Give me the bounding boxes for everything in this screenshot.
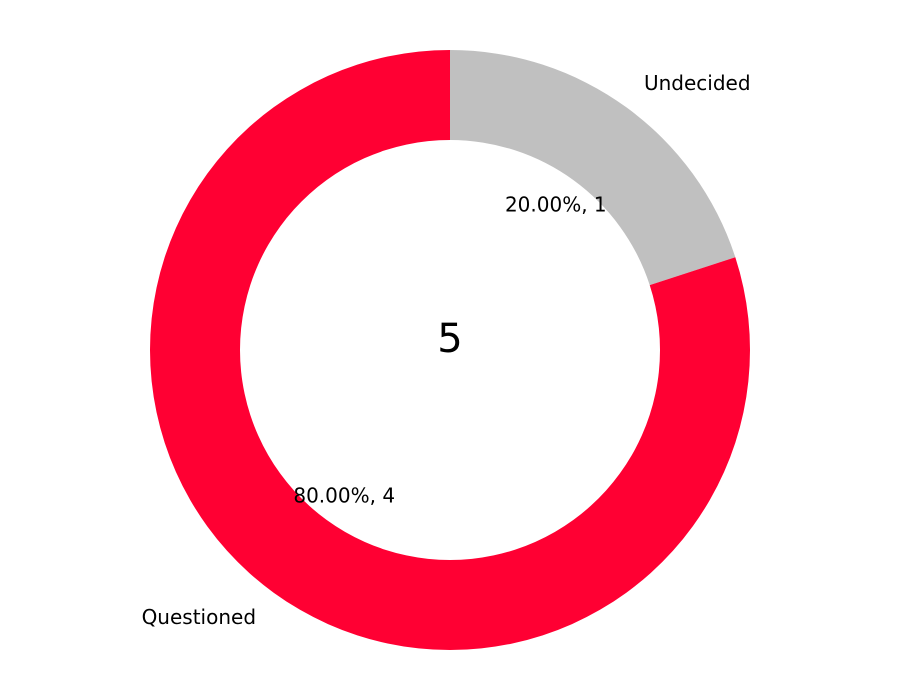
slice-label-questioned: Questioned	[142, 605, 256, 629]
donut-labels: Undecided 20.00%, 1 Questioned 80.00%, 4	[142, 71, 751, 629]
slice-percent-label-undecided: 20.00%, 1	[505, 192, 607, 216]
slice-label-undecided: Undecided	[644, 71, 751, 95]
slice-undecided	[450, 50, 736, 286]
slice-questioned	[150, 50, 750, 651]
slice-percent-label-questioned: 80.00%, 4	[293, 484, 395, 508]
center-total-label: 5	[437, 316, 462, 362]
donut-slices	[150, 50, 750, 651]
